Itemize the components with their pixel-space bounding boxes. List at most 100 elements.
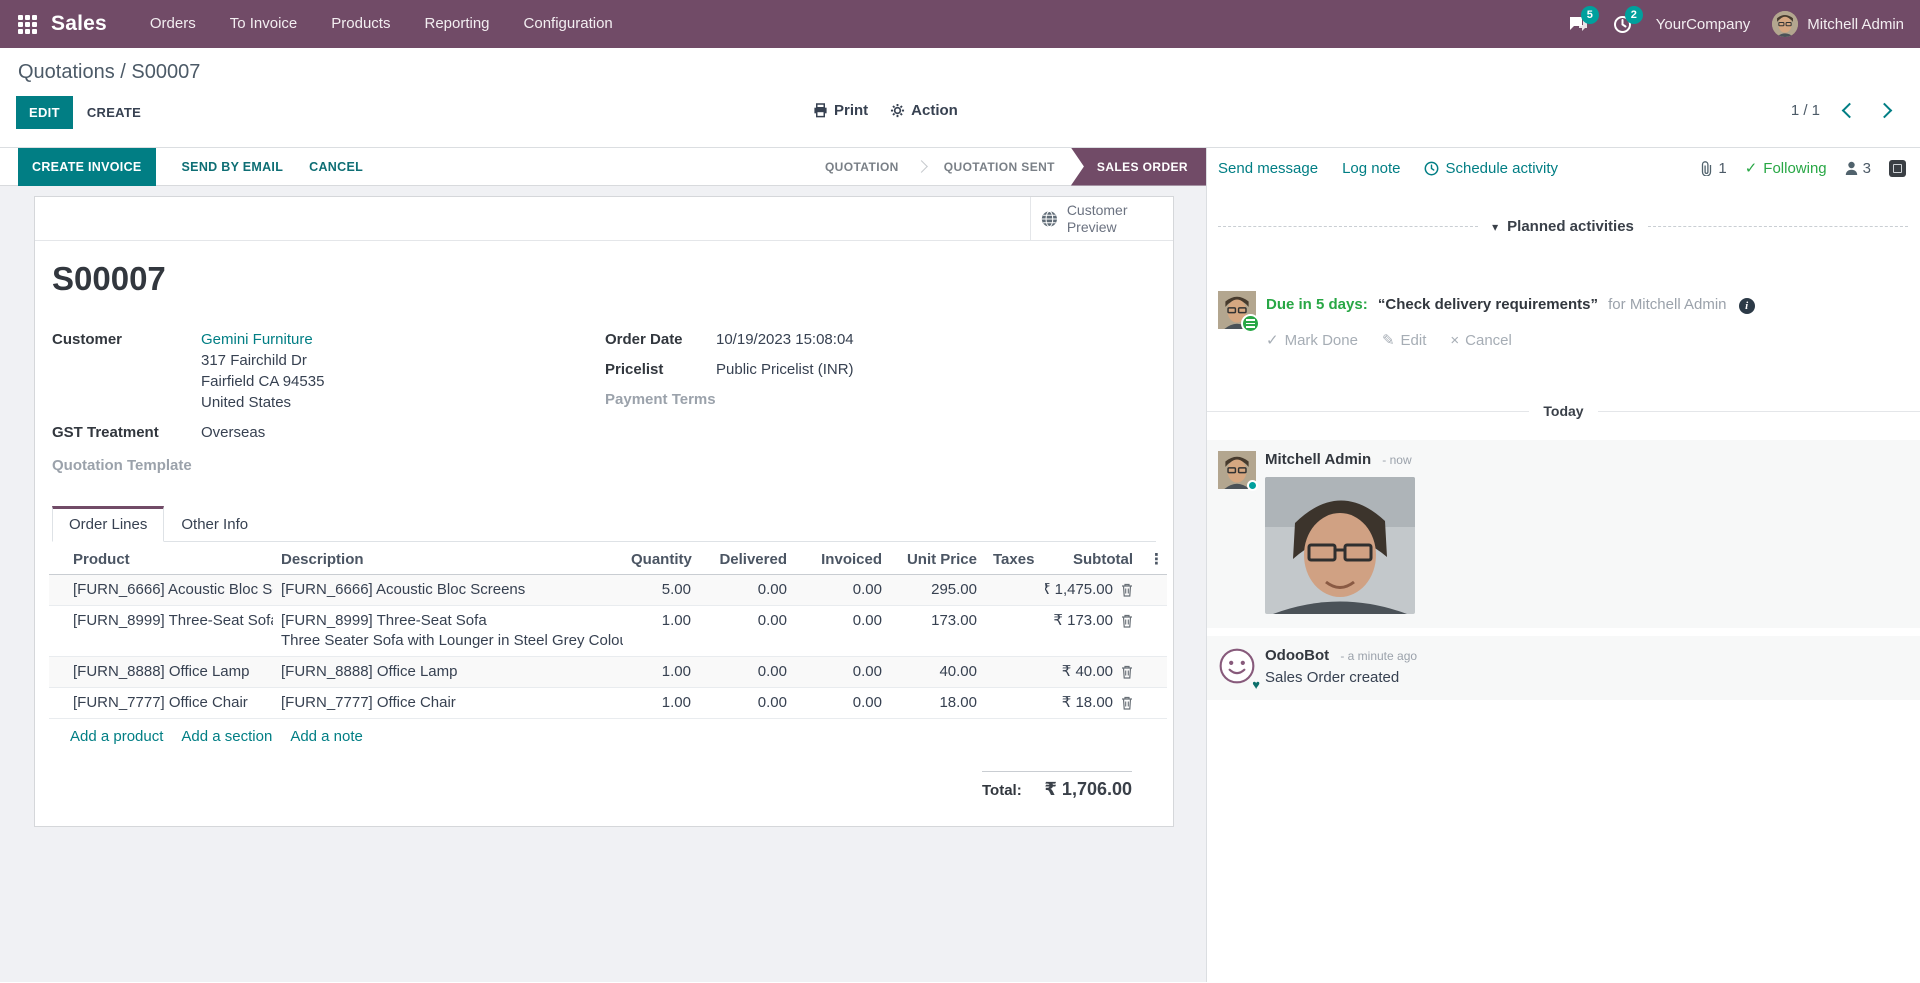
app-menus: Orders To Invoice Products Reporting Con…	[133, 0, 630, 48]
statusbar: CREATE INVOICE SEND BY EMAIL CANCEL QUOT…	[0, 147, 1206, 186]
order-line-row[interactable]: [FURN_7777] Office Chair [FURN_7777] Off…	[49, 687, 1167, 718]
col-description[interactable]: Description	[273, 544, 623, 575]
app-name[interactable]: Sales	[51, 12, 107, 35]
edit-activity-button[interactable]: ✎ Edit	[1381, 331, 1427, 350]
product-link[interactable]: [FURN_8999] Three-Seat Sofa	[49, 605, 273, 657]
sheet-background: Customer Preview S00007 Customer Gemini …	[0, 186, 1206, 982]
customer-link[interactable]: Gemini Furniture	[201, 331, 313, 348]
company-switcher[interactable]: YourCompany	[1655, 15, 1751, 33]
message-image-attachment[interactable]	[1265, 477, 1415, 614]
col-delivered[interactable]: Delivered	[699, 544, 795, 575]
followers-button[interactable]: 3	[1845, 160, 1871, 177]
following-button[interactable]: ✓ Following	[1744, 159, 1827, 178]
edit-button[interactable]: EDIT	[16, 96, 73, 129]
log-note-button[interactable]: Log note	[1342, 159, 1401, 177]
line-quantity: 1.00	[623, 605, 699, 657]
sale-order-sheet: Customer Preview S00007 Customer Gemini …	[34, 196, 1174, 827]
cancel-button[interactable]: CANCEL	[309, 159, 364, 174]
delete-line-icon[interactable]	[1121, 614, 1133, 628]
clock-icon	[1425, 161, 1439, 175]
add-product-link[interactable]: Add a product	[70, 728, 164, 745]
line-unit-price: 18.00	[890, 687, 985, 718]
col-invoiced[interactable]: Invoiced	[795, 544, 890, 575]
stage-quotation-sent[interactable]: QUOTATION SENT	[943, 159, 1055, 174]
mark-done-button[interactable]: ✓ Mark Done	[1266, 331, 1358, 350]
planned-activities-toggle[interactable]: ▾ Planned activities	[1492, 218, 1634, 235]
product-link[interactable]: [FURN_8888] Office Lamp	[49, 656, 273, 688]
col-taxes[interactable]: Taxes	[985, 544, 1045, 575]
chatter-panel: Send message Log note Schedule activity …	[1206, 148, 1920, 982]
delete-line-icon[interactable]	[1121, 696, 1133, 710]
customer-preview-button[interactable]: Customer Preview	[1030, 197, 1173, 240]
breadcrumb-quotations[interactable]: Quotations	[18, 61, 115, 83]
message-author[interactable]: Mitchell Admin	[1265, 451, 1372, 468]
menu-reporting[interactable]: Reporting	[424, 15, 490, 32]
menu-products[interactable]: Products	[331, 15, 391, 32]
line-taxes	[985, 575, 1045, 606]
line-delivered: 0.00	[699, 687, 795, 718]
menu-orders[interactable]: Orders	[149, 15, 196, 32]
optional-columns-icon[interactable]: ⋮	[1141, 544, 1167, 575]
pager: 1 / 1	[1791, 102, 1893, 119]
user-name: Mitchell Admin	[1807, 15, 1904, 33]
line-invoiced: 0.00	[795, 656, 890, 688]
payment-terms-label: Payment Terms	[605, 391, 716, 408]
add-section-link[interactable]: Add a section	[181, 728, 273, 745]
menu-configuration[interactable]: Configuration	[523, 15, 613, 32]
person-icon	[1845, 161, 1857, 175]
delete-line-icon[interactable]	[1121, 583, 1133, 597]
order-line-row[interactable]: [FURN_8999] Three-Seat Sofa [FURN_8999] …	[49, 605, 1167, 657]
order-line-row[interactable]: [FURN_8888] Office Lamp [FURN_8888] Offi…	[49, 656, 1167, 688]
product-link[interactable]: [FURN_7777] Office Chair	[49, 687, 273, 718]
attachments-button[interactable]: 1	[1700, 160, 1727, 177]
print-menu[interactable]: Print	[813, 102, 868, 119]
tab-order-lines[interactable]: Order Lines	[52, 506, 165, 542]
order-date-value: 10/19/2023 15:08:04	[716, 331, 854, 348]
pager-previous-icon[interactable]	[1841, 102, 1858, 119]
col-unit-price[interactable]: Unit Price	[890, 544, 985, 575]
create-button[interactable]: CREATE	[86, 105, 142, 120]
col-product[interactable]: Product	[49, 544, 273, 575]
send-message-button[interactable]: Send message	[1218, 159, 1319, 177]
tab-other-info[interactable]: Other Info	[181, 516, 249, 533]
activities-icon[interactable]: 2	[1612, 6, 1643, 35]
heart-status-icon: ♥	[1252, 677, 1260, 692]
pager-next-icon[interactable]	[1876, 102, 1893, 119]
line-subtotal: ₹ 173.00	[1053, 612, 1113, 629]
quotation-template-label: Quotation Template	[52, 457, 192, 474]
line-description: [FURN_8888] Office Lamp	[273, 656, 623, 688]
cancel-activity-button[interactable]: × Cancel	[1450, 331, 1512, 349]
stage-sales-order[interactable]: SALES ORDER	[1070, 147, 1206, 186]
send-by-email-button[interactable]: SEND BY EMAIL	[181, 159, 284, 174]
odoobot-avatar: ♥	[1218, 647, 1260, 692]
line-invoiced: 0.00	[795, 687, 890, 718]
delete-line-icon[interactable]	[1121, 665, 1133, 679]
message-body: Sales Order created	[1265, 669, 1400, 686]
create-invoice-button[interactable]: CREATE INVOICE	[18, 147, 156, 186]
gear-icon	[891, 103, 905, 118]
capture-icon[interactable]	[1889, 159, 1906, 177]
info-icon[interactable]: i	[1738, 298, 1755, 314]
chatter-toolbar: Send message Log note Schedule activity …	[1207, 148, 1920, 188]
line-quantity: 1.00	[623, 656, 699, 688]
line-invoiced: 0.00	[852, 581, 882, 598]
message-author[interactable]: OdooBot	[1265, 647, 1330, 664]
user-menu[interactable]: Mitchell Admin	[1772, 11, 1904, 37]
apps-menu-icon[interactable]	[18, 14, 37, 34]
line-description: [FURN_6666] Acoustic Bloc Screens	[281, 581, 526, 598]
order-line-row[interactable]: [FURN_6666] Acoustic Bloc Screens [FURN_…	[49, 574, 1167, 606]
messages-icon[interactable]: 5	[1568, 6, 1599, 35]
add-note-link[interactable]: Add a note	[290, 728, 363, 745]
col-subtotal[interactable]: Subtotal	[1045, 544, 1141, 575]
cross-icon: ×	[1450, 331, 1460, 349]
message-time: - now	[1382, 453, 1412, 467]
action-menu[interactable]: Action	[890, 102, 958, 119]
stage-quotation[interactable]: QUOTATION	[824, 159, 899, 174]
menu-to-invoice[interactable]: To Invoice	[229, 15, 298, 32]
paperclip-icon	[1702, 160, 1712, 176]
order-date-label: Order Date	[605, 331, 683, 348]
col-quantity[interactable]: Quantity	[623, 544, 699, 575]
total-label: Total:	[982, 782, 1022, 799]
product-link[interactable]: [FURN_6666] Acoustic Bloc Screens	[73, 581, 273, 598]
schedule-activity-button[interactable]: Schedule activity	[1424, 160, 1558, 177]
